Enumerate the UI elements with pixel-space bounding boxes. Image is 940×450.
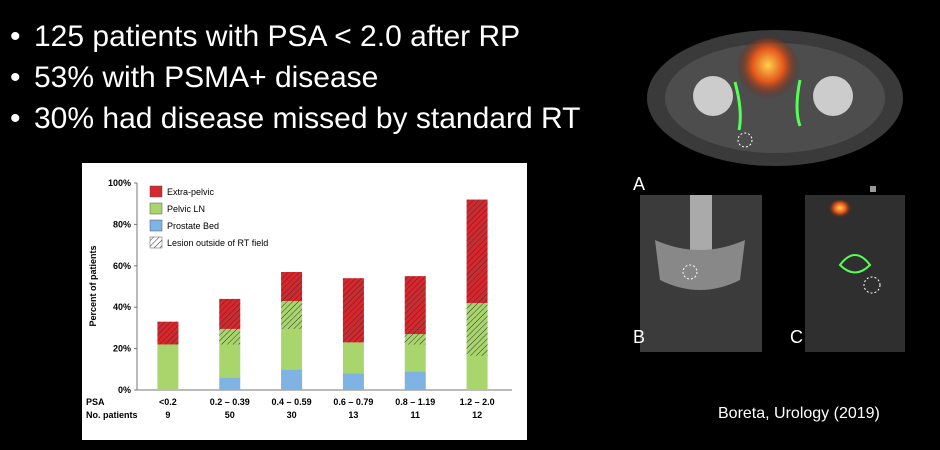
image-label: A	[633, 174, 645, 194]
x-tick-label: 0.6 – 0.79	[333, 397, 373, 407]
bullet-mark: •	[10, 20, 21, 53]
legend-label: Pelvic LN	[167, 204, 205, 214]
x-tick-label: 1.2 – 2.0	[460, 397, 495, 407]
x-tick-label: 0.8 – 1.19	[395, 397, 435, 407]
legend-label: Lesion outside of RT field	[167, 238, 268, 248]
y-axis-title: Percent of patients	[88, 245, 98, 326]
y-tick-label: 20%	[113, 344, 131, 354]
citation: Boreta, Urology (2019)	[718, 405, 880, 422]
hatch-overlay	[466, 199, 488, 356]
legend-label: Prostate Bed	[167, 221, 219, 231]
bar-segment	[219, 377, 241, 390]
y-tick-label: 40%	[113, 302, 131, 312]
x-tick-label: <0.2	[159, 397, 177, 407]
patients-label: 9	[165, 410, 170, 420]
y-tick-label: 0%	[118, 385, 131, 395]
bar-segment	[157, 344, 179, 390]
x-tick-label: 0.2 – 0.39	[210, 397, 250, 407]
bar-segment	[281, 369, 303, 390]
bullet-mark: •	[10, 61, 21, 94]
scan-b	[640, 195, 762, 352]
legend-swatch	[149, 202, 163, 215]
hatch-overlay	[157, 321, 179, 345]
bullet-mark: •	[10, 102, 21, 135]
x-axis-title: PSA	[86, 397, 105, 407]
image-label: C	[790, 327, 803, 347]
y-tick-label: 60%	[113, 261, 131, 271]
bullets: • 125 patients with PSA < 2.0 after RP •…	[10, 20, 580, 135]
patients-label: 30	[287, 410, 297, 420]
hatch-overlay	[404, 276, 426, 345]
patients-label: 12	[472, 410, 482, 420]
patients-label: 50	[225, 410, 235, 420]
hatch-overlay	[219, 298, 241, 345]
bullet-text: 53% with PSMA+ disease	[34, 61, 378, 94]
legend-label: Extra-pelvic	[167, 187, 215, 197]
hatch-overlay	[342, 278, 364, 343]
bar-segment	[342, 342, 364, 374]
x-tick-label: 0.4 – 0.59	[272, 397, 312, 407]
y-tick-label: 80%	[113, 219, 131, 229]
patients-label: 11	[410, 410, 420, 420]
bullet-text: 30% had disease missed by standard RT	[34, 102, 580, 135]
image-label: B	[633, 327, 645, 347]
patients-title: No. patients	[86, 410, 138, 420]
patients-label: 13	[348, 410, 358, 420]
bullet-text: 125 patients with PSA < 2.0 after RP	[34, 20, 520, 53]
legend-swatch	[149, 185, 163, 198]
bar-segment	[342, 373, 364, 390]
scan-c	[805, 186, 905, 352]
y-tick-label: 100%	[108, 178, 131, 188]
hatch-overlay	[281, 272, 303, 329]
legend-swatch	[149, 219, 163, 232]
scan-a	[647, 30, 903, 166]
chart: Percent of patients PSA No. patients 0% 2…	[82, 163, 527, 440]
bar-segment	[404, 371, 426, 390]
legend-swatch	[149, 236, 163, 249]
